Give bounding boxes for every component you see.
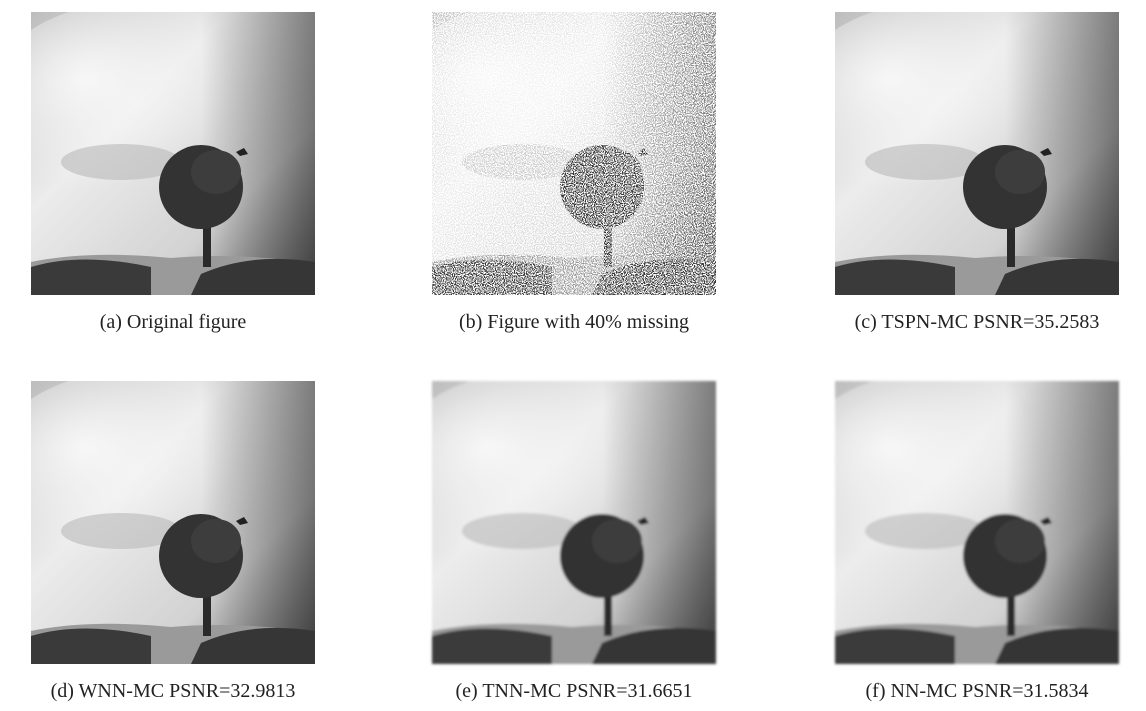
panel-image [785, 2, 1119, 295]
panel-image [0, 371, 315, 664]
panel: (e) TNN-MC PSNR=31.6651 [382, 371, 716, 702]
missing-pixels [432, 12, 716, 295]
panel: (f) NN-MC PSNR=31.5834 [785, 371, 1119, 702]
panel-caption: (e) TNN-MC PSNR=31.6651 [455, 680, 692, 702]
panel-caption: (b) Figure with 40% missing [459, 311, 689, 333]
panel-image [785, 371, 1119, 664]
panel: (c) TSPN-MC PSNR=35.2583 [785, 2, 1119, 333]
panel-caption: (c) TSPN-MC PSNR=35.2583 [855, 311, 1100, 333]
panel-caption: (a) Original figure [100, 311, 247, 333]
panel: (b) Figure with 40% missing [382, 2, 716, 333]
panel-image [382, 371, 716, 664]
panel: (a) Original figure [0, 2, 315, 333]
panel-caption: (d) WNN-MC PSNR=32.9813 [51, 680, 296, 702]
panel: (d) WNN-MC PSNR=32.9813 [0, 371, 315, 702]
panel-caption: (f) NN-MC PSNR=31.5834 [866, 680, 1089, 702]
panels: (a) Original figure (b) Figure with 40% m… [0, 2, 1119, 702]
panel-image [0, 2, 315, 295]
figure: (a) Original figure (b) Figure with 40% m… [0, 0, 1146, 706]
